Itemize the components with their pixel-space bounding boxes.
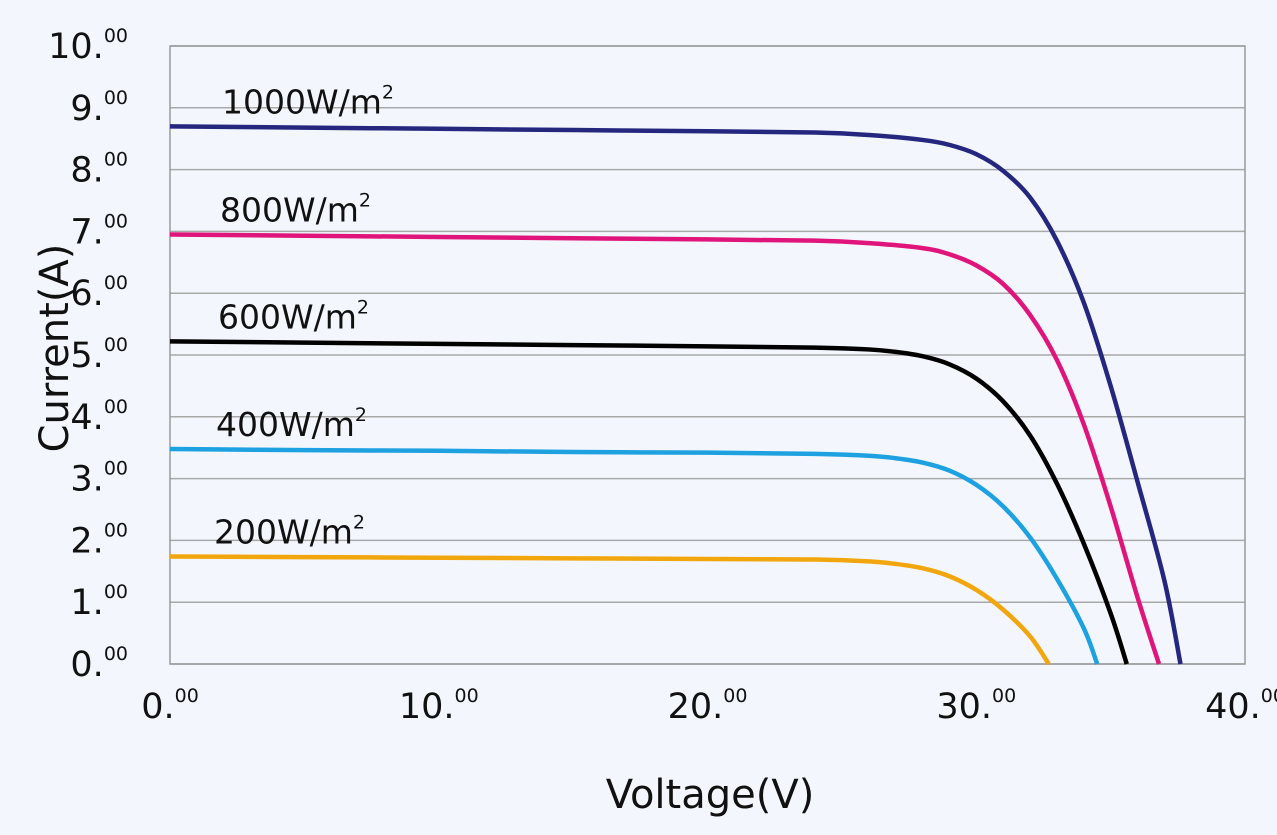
series-label-0: 1000W/m2 (222, 81, 394, 121)
grid-lines (170, 45, 1245, 665)
x-tick-label-30: 30.00 (936, 685, 1016, 727)
series-labels: 1000W/m2 800W/m2 600W/m2 400W/m2 200W/m2 (214, 81, 394, 551)
plot-frame (169, 45, 1246, 665)
y-tick-label-5: 5.00 (70, 334, 128, 376)
series-line-2 (169, 339, 1129, 665)
y-tick-label-3: 3.00 (70, 458, 128, 500)
y-tick-label-2: 2.00 (70, 519, 128, 561)
series-label-2: 600W/m2 (218, 296, 369, 336)
x-tick-label-40: 40.00 (1205, 685, 1277, 727)
y-tick-label-0: 0.00 (70, 643, 128, 685)
y-tick-label-7: 7.00 (70, 210, 128, 252)
y-tick-label-4: 4.00 (70, 396, 128, 438)
series-group (169, 124, 1183, 666)
y-tick-label-9: 9.00 (70, 87, 128, 129)
series-line-1 (169, 232, 1162, 665)
series-line-4 (169, 554, 1051, 666)
y-tick-label-1: 1.00 (70, 581, 128, 623)
y-tick-label-10: 10.00 (48, 25, 128, 67)
series-label-3: 400W/m2 (216, 404, 367, 444)
y-tick-label-8: 8.00 (70, 149, 128, 191)
y-tick-label-6: 6.00 (70, 272, 128, 314)
series-line-3 (169, 446, 1100, 665)
x-tick-label-0: 0.00 (141, 685, 199, 727)
x-tick-label-20: 20.00 (668, 685, 748, 727)
y-axis-title: Current(A) (32, 244, 78, 453)
x-tick-labels: 0.00 10.00 20.00 30.00 40.00 (141, 685, 1277, 727)
series-line-0 (169, 124, 1183, 665)
x-axis-title: Voltage(V) (606, 772, 815, 818)
x-tick-label-10: 10.00 (399, 685, 479, 727)
y-tick-labels: 0.00 1.00 2.00 3.00 4.00 5.00 6.00 7.00 8.00 9.00… (48, 25, 128, 685)
series-label-1: 800W/m2 (220, 189, 371, 229)
series-label-4: 200W/m2 (214, 511, 365, 551)
